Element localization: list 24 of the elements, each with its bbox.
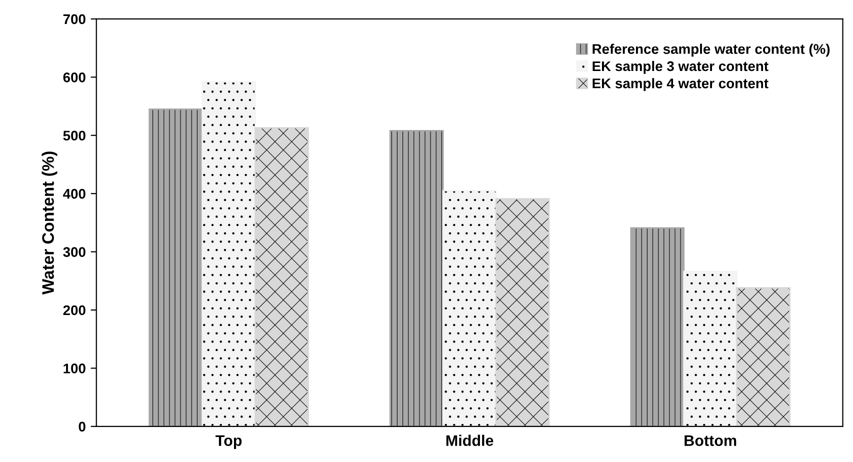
bar (148, 108, 204, 426)
bar (736, 287, 790, 426)
x-tick-label: Bottom (684, 435, 736, 446)
bar (254, 127, 309, 426)
x-tick-label: Middle (446, 434, 494, 446)
y-tick-label: 0 (78, 422, 86, 432)
bar (442, 190, 497, 426)
y-tick-label: 700 (63, 14, 86, 24)
bar (202, 81, 256, 426)
bar (389, 130, 444, 426)
y-tick-label: 200 (63, 305, 86, 316)
y-tick-label: 600 (63, 72, 86, 82)
legend-label: Reference sample water content (%) (592, 44, 830, 57)
y-tick-label: 300 (63, 247, 86, 257)
y-tick-label: 400 (63, 188, 86, 199)
bar (495, 198, 550, 426)
y-tick-label: 100 (64, 364, 86, 374)
x-tick-label: Top (216, 435, 242, 449)
y-tick-label: 500 (63, 130, 86, 141)
bar (630, 227, 685, 426)
y-axis-title: Water Content (%) (42, 152, 58, 295)
legend-label: EK sample 3 water content (592, 60, 768, 74)
bar (683, 270, 738, 426)
legend-label: EK sample 4 water content (592, 78, 768, 92)
